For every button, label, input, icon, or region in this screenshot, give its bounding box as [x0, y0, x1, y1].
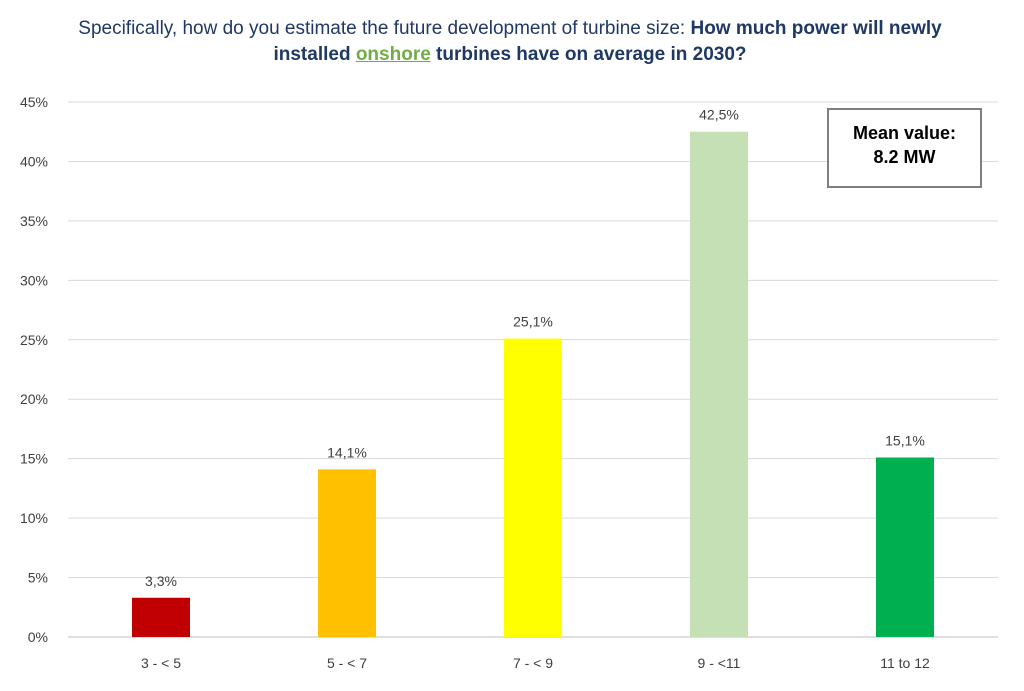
title-part2: How much power will newly installed: [273, 18, 942, 65]
data-label: 3,3%: [145, 573, 177, 589]
bar: [690, 131, 748, 637]
x-tick-label: 5 - < 7: [327, 655, 367, 671]
y-tick-label: 15%: [20, 451, 48, 467]
y-tick-label: 20%: [20, 391, 48, 407]
y-tick-label: 30%: [20, 272, 48, 288]
y-tick-label: 10%: [20, 510, 48, 526]
title-part3: turbines have on average in 2030?: [430, 44, 747, 65]
x-tick-label: 7 - < 9: [513, 655, 553, 671]
y-tick-label: 0%: [28, 629, 48, 645]
data-label: 25,1%: [513, 314, 553, 330]
bar: [876, 457, 934, 637]
data-label: 42,5%: [699, 107, 739, 123]
y-tick-label: 35%: [20, 213, 48, 229]
x-tick-label: 3 - < 5: [141, 655, 181, 671]
mean-value-number: 8.2 MW: [873, 147, 936, 167]
y-tick-label: 5%: [28, 570, 48, 586]
y-tick-label: 45%: [20, 94, 48, 110]
y-tick-label: 25%: [20, 332, 48, 348]
mean-value-box: Mean value: 8.2 MW: [827, 108, 982, 188]
mean-value-label: Mean value:: [852, 123, 957, 143]
title-part1: Specifically, how do you estimate the fu…: [78, 18, 691, 39]
bar: [132, 597, 190, 637]
bar: [504, 338, 562, 637]
bar: [318, 469, 376, 637]
x-tick-label: 11 to 12: [880, 655, 930, 671]
x-tick-label: 9 - <11: [698, 655, 741, 671]
title-highlight: onshore: [355, 44, 431, 65]
data-label: 14,1%: [327, 444, 367, 460]
chart-title: Specifically, how do you estimate the fu…: [60, 16, 960, 68]
y-tick-label: 40%: [20, 153, 48, 169]
data-label: 15,1%: [885, 432, 925, 448]
